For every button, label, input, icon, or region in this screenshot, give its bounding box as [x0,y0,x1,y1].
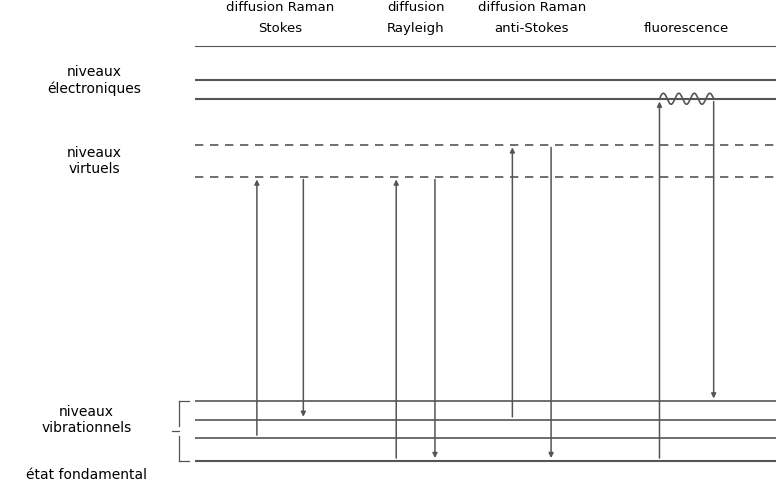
Text: niveaux
électroniques: niveaux électroniques [47,65,141,96]
Text: diffusion Raman: diffusion Raman [478,1,586,14]
Text: niveaux
vibrationnels: niveaux vibrationnels [41,404,131,435]
Text: niveaux
virtuels: niveaux virtuels [67,145,122,176]
Text: diffusion Raman: diffusion Raman [226,1,334,14]
Text: diffusion: diffusion [387,1,444,14]
Text: Stokes: Stokes [258,22,302,35]
Text: Rayleigh: Rayleigh [387,22,444,35]
Text: état fondamental: état fondamental [26,468,147,482]
Text: fluorescence: fluorescence [644,22,729,35]
Text: anti-Stokes: anti-Stokes [494,22,569,35]
